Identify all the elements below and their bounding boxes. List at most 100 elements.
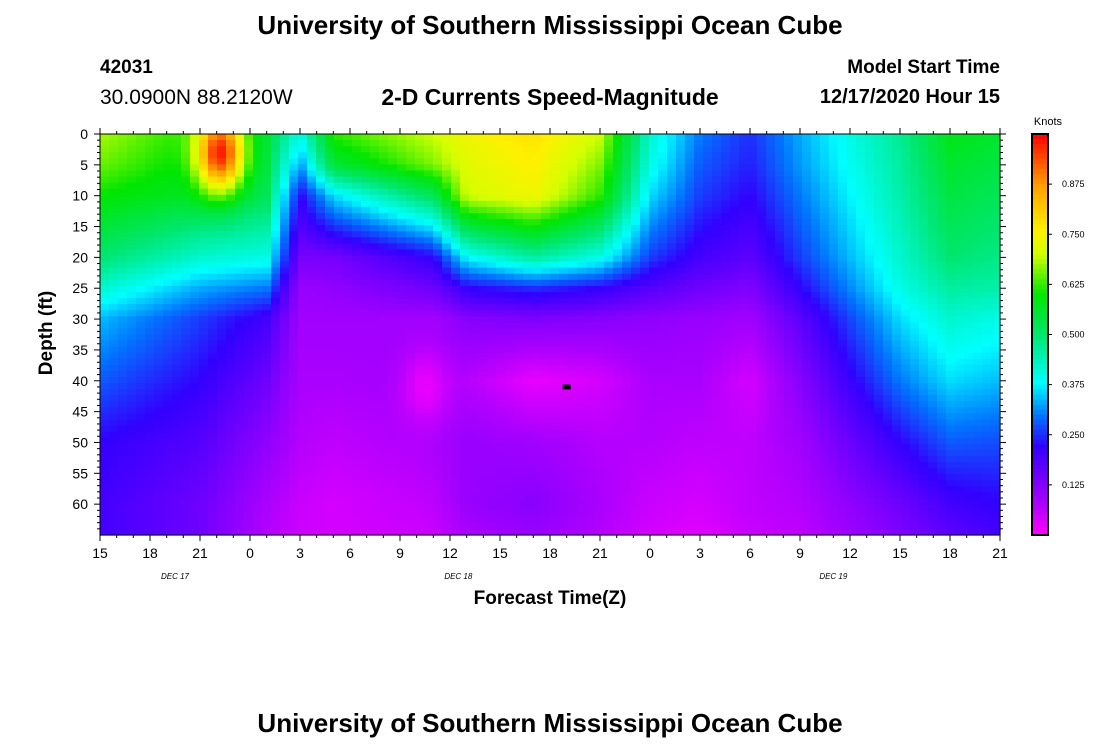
heatmap-cell [406,249,416,257]
heatmap-cell [271,480,281,487]
heatmap-cell [460,377,470,384]
heatmap-cell [595,255,605,263]
heatmap-cell [379,364,389,372]
heatmap-cell [721,176,731,184]
heatmap-cell [613,389,623,396]
heatmap-cell [208,298,218,305]
heatmap-cell [595,437,605,445]
heatmap-cell [649,146,659,153]
heatmap-cell [613,152,623,159]
heatmap-cell [568,346,578,354]
heatmap-cell [109,200,119,208]
heatmap-cell [361,146,371,153]
heatmap-cell [199,249,209,257]
heatmap-cell [613,528,623,536]
heatmap-cell [127,261,137,269]
heatmap-cell [307,480,317,487]
heatmap-cell [649,474,659,481]
heatmap-cell [199,407,209,415]
heatmap-cell [757,498,767,506]
heatmap-cell [631,389,641,396]
heatmap-cell [658,437,668,445]
heatmap-cell [595,431,605,439]
heatmap-cell [352,462,362,469]
heatmap-cell [154,134,164,141]
heatmap-cell [226,492,236,500]
heatmap-cell [217,176,227,184]
heatmap-cell [298,310,308,317]
heatmap-cell [460,462,470,469]
heatmap-cell [343,182,353,190]
heatmap-cell [325,304,335,311]
heatmap-cell [199,273,209,281]
heatmap-cell [433,456,443,463]
heatmap-cell [181,449,191,457]
heatmap-cell [280,492,290,500]
heatmap-cell [730,212,740,220]
heatmap-cell [199,340,209,348]
heatmap-cell [181,279,191,287]
heatmap-cell [667,516,677,524]
heatmap-cell [271,510,281,518]
heatmap-cell [334,498,344,506]
heatmap-cell [559,170,569,178]
heatmap-cell [712,364,722,372]
heatmap-cell [235,322,245,330]
heatmap-cell [262,291,272,299]
heatmap-cell [397,200,407,208]
heatmap-cell [388,407,398,415]
heatmap-cell [694,443,704,451]
heatmap-cell [307,188,317,196]
heatmap-cell [406,152,416,159]
heatmap-cell [118,437,128,445]
heatmap-cell [244,285,254,293]
heatmap-cell [730,273,740,281]
heatmap-cell [226,206,236,214]
heatmap-cell [136,407,146,415]
heatmap-cell [613,383,623,390]
heatmap-cell [325,522,335,530]
heatmap-cell [496,328,506,336]
heatmap-cell [649,231,659,238]
heatmap-cell [757,158,767,165]
heatmap-cell [379,231,389,238]
heatmap-cell [775,140,785,147]
heatmap-cell [766,328,776,336]
heatmap-cell [199,370,209,378]
heatmap-cell [703,243,713,251]
heatmap-cell [325,243,335,251]
heatmap-cell [532,419,542,427]
heatmap-cell [604,334,614,342]
heatmap-cell [487,164,497,172]
heatmap-cell [550,200,560,208]
heatmap-cell [100,285,110,293]
heatmap-cell [406,255,416,263]
heatmap-cell [622,364,632,372]
heatmap-cell [442,146,452,153]
heatmap-cell [406,243,416,251]
heatmap-cell [730,243,740,251]
heatmap-cell [667,237,677,244]
heatmap-cell [487,225,497,232]
heatmap-cell [208,140,218,147]
heatmap-cell [424,474,434,481]
heatmap-cell [370,389,380,396]
heatmap-cell [226,170,236,178]
heatmap-cell [397,358,407,366]
heatmap-cell [154,231,164,238]
heatmap-cell [154,395,164,402]
heatmap-cell [316,285,326,293]
heatmap-cell [199,255,209,263]
heatmap-cell [334,370,344,378]
heatmap-cell [640,328,650,336]
heatmap-cell [559,346,569,354]
heatmap-cell [442,413,452,421]
heatmap-cell [667,285,677,293]
heatmap-cell [586,304,596,311]
heatmap-cell [532,267,542,275]
heatmap-cell [307,194,317,202]
heatmap-cell [694,140,704,147]
heatmap-cell [667,212,677,220]
heatmap-cell [757,304,767,311]
heatmap-cell [577,255,587,263]
